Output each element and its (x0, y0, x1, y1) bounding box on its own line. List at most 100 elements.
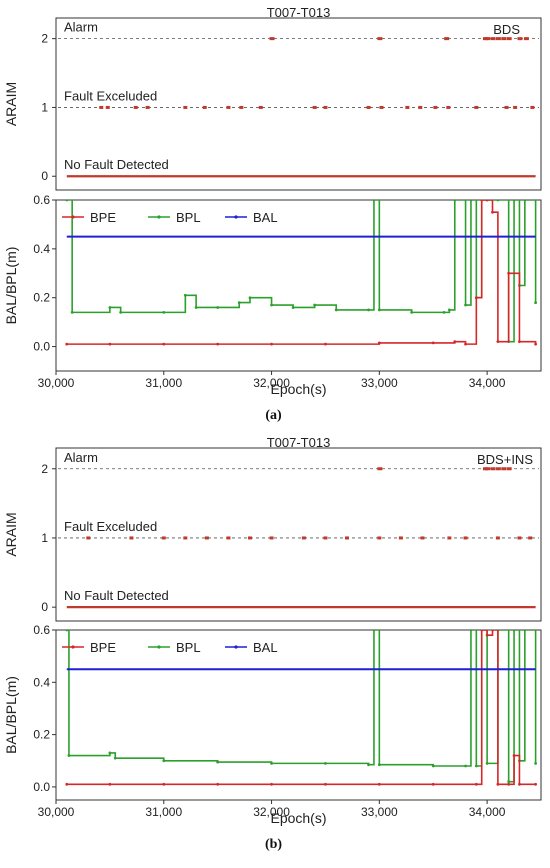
araim-excluded-mark (183, 536, 188, 540)
protection-xlabel: Epoch(s) (270, 381, 326, 397)
araim-excluded-mark (420, 536, 425, 540)
araim-excluded-mark (528, 536, 533, 540)
araim-state-label: Alarm (64, 20, 98, 35)
araim-excluded-mark (145, 105, 150, 109)
araim-excluded-mark (495, 536, 500, 540)
series-bpe-point (518, 782, 521, 786)
series-bpl-point (216, 306, 220, 309)
araim-excluded-mark (398, 536, 403, 540)
series-bpl-point (162, 759, 166, 763)
araim-alarm-mark (485, 467, 491, 471)
series-bpl-point (447, 308, 451, 312)
araim-excluded-mark (323, 536, 328, 540)
araim-excluded-mark (105, 105, 110, 109)
araim-excluded-mark (161, 536, 166, 540)
series-bpe-point (377, 341, 381, 345)
araim-ytick-label: 0 (41, 600, 48, 614)
series-bpe-point (485, 200, 489, 202)
protection-xtick-label: 31,000 (145, 805, 182, 819)
series-bpe-line (66, 200, 537, 345)
panel-title: T007-T013 (267, 435, 331, 450)
protection-xtick-label: 33,000 (361, 376, 398, 390)
protection-series (65, 200, 538, 346)
series-bpe-point (65, 342, 69, 346)
araim-excluded-mark (379, 105, 384, 109)
protection-ytick-label: 0.6 (33, 193, 50, 207)
series-bpl-point (464, 303, 467, 307)
araim-excluded-mark (129, 536, 134, 540)
series-bpl-point (108, 306, 112, 309)
series-bpe-point (453, 340, 457, 344)
protection-xtick-label: 33,000 (361, 805, 398, 819)
series-bpe-point (507, 782, 511, 786)
series-bpe-point (324, 782, 327, 786)
series-bpe-point (474, 296, 478, 300)
araim-alarm-mark (523, 37, 529, 41)
protection-plot: 0.0 0.2 0.4 0.6 30,000 31,000 32,000 33,000 34,0… (3, 623, 538, 826)
protection-ytick-label: 0.0 (33, 780, 50, 794)
araim-state-label: Alarm (64, 450, 98, 465)
araim-excluded-mark (301, 536, 306, 540)
araim-state-label: No Fault Detected (64, 588, 169, 603)
araim-excluded-mark (312, 105, 317, 109)
protection-ytick-label: 0.0 (33, 340, 50, 354)
series-bpl-point (512, 200, 516, 202)
series-bpl-point (291, 306, 295, 309)
araim-ytick-label: 1 (41, 100, 48, 114)
legend: BPE BPL BAL (62, 210, 278, 225)
series-bpl-point (496, 200, 500, 202)
series-bpl-point (431, 764, 435, 768)
protection-plot: 0.0 0.2 0.4 0.6 30,000 31,000 32,000 33,000 34,0… (3, 193, 538, 397)
panel-b: T007-T013 0 1 2 Alarm Fault Exceluded No Fault… (3, 435, 542, 852)
araim-alarm-mark (517, 37, 523, 41)
series-bpe-point (162, 782, 166, 786)
series-bpl-line (66, 200, 537, 343)
legend-marker-bal (234, 645, 238, 649)
araim-excluded-mark (226, 536, 231, 540)
araim-excluded-mark (517, 536, 522, 540)
series-bpl-point (119, 310, 123, 314)
series-bpl-point (334, 308, 338, 312)
araim-alarm-mark (444, 37, 450, 41)
araim-alarm-mark (501, 467, 507, 471)
series-bpe-point (480, 630, 484, 632)
series-bpe-line (66, 630, 536, 786)
series-bpe-point (480, 200, 484, 202)
series-bpe-point (534, 342, 538, 346)
araim-excluded-mark (248, 536, 252, 540)
araim-ylabel: ARAIM (3, 512, 19, 556)
series-bpl-point (183, 293, 187, 297)
araim-state-label: No Fault Detected (64, 157, 169, 172)
protection-series (65, 630, 538, 786)
series-bpl-point (113, 756, 117, 760)
series-bpe-point (162, 342, 166, 346)
series-bpe-point (270, 782, 273, 786)
series-bpl-point (507, 780, 511, 784)
araim-excluded-mark (183, 105, 188, 109)
araim-excluded-mark (530, 105, 535, 109)
series-bpe-point (431, 341, 435, 345)
series-bpl-point (324, 761, 327, 765)
series-bpl-point (248, 296, 252, 300)
araim-plot: 0 1 2 Alarm Fault Exceluded No Fault Detected… (3, 450, 539, 614)
series-bpe-point (496, 782, 500, 786)
series-bpl-point (377, 763, 381, 767)
series-bpl-point (442, 310, 446, 314)
protection-ylabel: BAL/BPL(m) (3, 676, 19, 754)
series-bpe-point (216, 782, 220, 786)
araim-excluded-mark (86, 536, 91, 540)
series-bpl-point (377, 308, 381, 312)
series-bpe-point (65, 782, 69, 786)
legend: BPE BPL BAL (62, 640, 278, 655)
series-bpl-point (270, 303, 273, 307)
araim-plot: 0 1 2 Alarm Fault Exceluded No Fault Detected… (3, 20, 539, 183)
araim-excluded-mark (377, 536, 382, 540)
series-bpl-point (237, 301, 241, 304)
series-bpe-point (496, 340, 500, 344)
araim-alarm-mark (495, 37, 501, 41)
araim-tag: BDS+INS (477, 452, 533, 467)
araim-ytick-label: 0 (41, 169, 48, 183)
series-bpl-point (65, 200, 69, 202)
series-bpl-point (194, 306, 198, 309)
